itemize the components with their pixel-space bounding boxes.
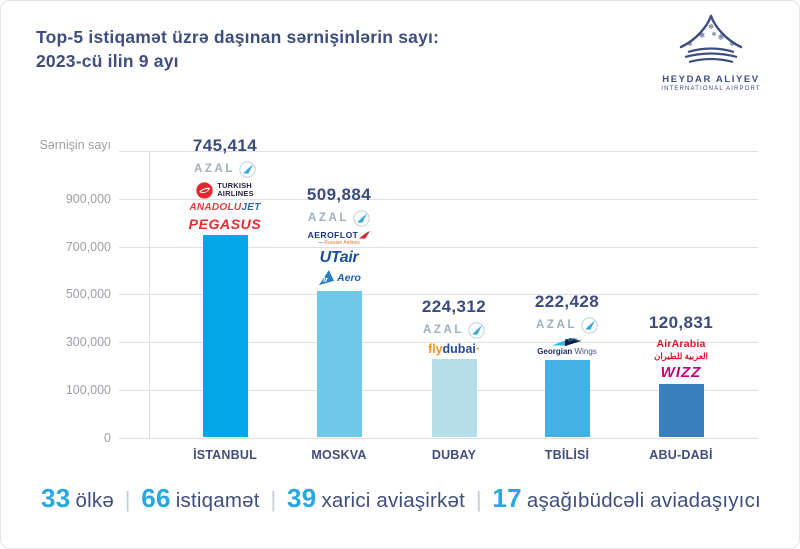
azal-wing-icon	[468, 322, 485, 339]
bar-dubay	[431, 359, 477, 437]
pegasus-logo: PEGASUS	[188, 215, 262, 232]
bar-column-abu-dabi̇: 120,831 AirArabia العربية للطيران WIZZ	[621, 313, 741, 437]
bar-tbi̇li̇si̇	[544, 359, 590, 437]
aeroflot-wing-icon	[359, 231, 371, 239]
svg-text:❄: ❄	[699, 31, 706, 40]
turkish-airlines-bird-icon	[196, 182, 213, 199]
stat-countries-number: 33	[41, 483, 71, 513]
georgian-wings-logo: Georgian Wings	[537, 337, 597, 356]
chart-gridline	[119, 437, 758, 439]
azal-logo: AZAL	[536, 317, 598, 334]
azal-logo: AZAL	[423, 322, 485, 339]
stat-separator: |	[475, 487, 482, 512]
wizz-air-logo: WIZZ	[660, 364, 702, 382]
chart-gridline	[119, 198, 758, 200]
svg-text:❄: ❄	[729, 41, 734, 48]
svg-text:❄: ❄	[687, 41, 692, 48]
stat-foreign-airlines-number: 39	[286, 483, 317, 513]
x-axis-label: TBİLİSİ	[544, 448, 590, 462]
svg-text:❄: ❄	[718, 33, 725, 42]
x-axis-label: ABU-DABİ	[649, 448, 713, 462]
y-axis-tick: 700,000	[65, 239, 111, 254]
georgian-wings-wing-icon	[551, 337, 582, 347]
y-axis-tick: 300,000	[65, 335, 111, 350]
airport-mountain-icon: ❄ ❄ ❄ ❄ ❄ ❄	[679, 14, 743, 64]
y-axis-tick: 900,000	[65, 191, 111, 206]
iraero-logo: Ir Aero	[317, 270, 361, 287]
turkish-airlines-logo: TURKISH AIRLINES	[196, 182, 254, 199]
stat-countries: 33 ölkə	[41, 483, 114, 514]
azal-wing-icon	[581, 317, 598, 334]
stat-foreign-airlines: 39 xarici aviaşirkət	[287, 483, 465, 514]
stat-countries-label: ölkə	[75, 489, 114, 512]
bar-i̇stanbul	[202, 234, 248, 437]
bar-value-label: 745,414	[192, 135, 258, 155]
stat-destinations-label: istiqamət	[175, 489, 260, 512]
svg-text:❄: ❄	[711, 31, 716, 38]
chart-gridline	[119, 294, 758, 296]
svg-text:❄: ❄	[708, 23, 714, 31]
y-axis-line	[149, 151, 150, 438]
stat-lowcost-carriers-label: aşağıbüdcəli aviadaşıyıcı	[526, 489, 761, 512]
bar-column-i̇stanbul: 745,414 AZAL TURKISH AIRLINES ANADOLU JET PEGA…	[165, 136, 285, 437]
y-axis-tick: 500,000	[65, 287, 111, 302]
bar-column-moskva: 509,884 AZAL AEROFLOT — Russian Airlines UTai…	[279, 185, 399, 437]
anadolujet-logo: ANADOLU JET	[189, 201, 261, 213]
turkish-airlines-wordmark: TURKISH AIRLINES	[217, 181, 254, 199]
airport-subtitle: INTERNATIONAL AIRPORT	[661, 86, 761, 92]
page-title: Top-5 istiqamət üzrə daşınan sərnişinlər…	[36, 25, 439, 73]
stat-lowcost-carriers-number: 17	[492, 483, 522, 513]
page-title-line1: Top-5 istiqamət üzrə daşınan sərnişinlər…	[36, 27, 440, 47]
azal-wordmark: AZAL	[193, 162, 236, 175]
flydubai-logo: fly dubai ·	[427, 341, 481, 356]
airport-logo: ❄ ❄ ❄ ❄ ❄ ❄ HEYDAR ALIYEV INTERNATIONAL …	[647, 13, 775, 92]
azal-logo: AZAL	[308, 210, 370, 227]
bar-abu-dabi̇	[658, 384, 704, 437]
azal-wordmark: AZAL	[422, 323, 465, 336]
stat-destinations: 66 istiqamət	[141, 483, 259, 514]
x-axis-label: DUBAY	[431, 448, 477, 462]
page-title-line2: 2023-cü ilin 9 ayı	[36, 51, 179, 72]
bar-value-label: 222,428	[534, 291, 600, 311]
x-axis-label: İSTANBUL	[193, 448, 257, 462]
bar-value-label: 224,312	[421, 296, 487, 316]
bar-column-tbi̇li̇si̇: 222,428 AZAL Georgian Wings	[507, 292, 627, 437]
iraero-arrow-icon: Ir	[318, 270, 335, 286]
chart-gridline	[119, 246, 758, 248]
azal-wordmark: AZAL	[307, 211, 350, 224]
stat-foreign-airlines-label: xarici aviaşirkət	[321, 489, 466, 512]
utair-logo: UTair	[319, 249, 359, 267]
bar-column-dubay: 224,312 AZAL fly dubai ·	[394, 297, 514, 437]
x-axis-label: MOSKVA	[311, 448, 367, 462]
y-axis-label: Sərnişin sayı	[39, 138, 111, 152]
stat-separator: |	[270, 487, 277, 512]
azal-wordmark: AZAL	[535, 318, 578, 331]
bar-value-label: 509,884	[306, 185, 372, 205]
chart-gridline	[119, 342, 758, 344]
azal-wing-icon	[353, 210, 370, 227]
stat-lowcost-carriers: 17 aşağıbüdcəli aviadaşıyıcı	[492, 483, 761, 514]
stat-destinations-number: 66	[141, 483, 171, 513]
azal-logo: AZAL	[194, 161, 256, 178]
svg-text:Ir: Ir	[323, 276, 329, 284]
air-arabia-logo: AirArabia العربية للطيران	[654, 338, 708, 362]
summary-stats: 33 ölkə | 66 istiqamət | 39 xarici aviaşirk…	[41, 483, 761, 514]
bar-value-label: 120,831	[648, 313, 714, 333]
stat-separator: |	[124, 487, 131, 512]
airport-name: HEYDAR ALIYEV	[662, 74, 760, 85]
bar-moskva	[316, 291, 362, 437]
y-axis-tick: 100,000	[65, 383, 111, 398]
aeroflot-logo: AEROFLOT — Russian Airlines	[308, 231, 371, 246]
azal-wing-icon	[239, 161, 256, 178]
chart-gridline	[119, 151, 758, 152]
y-axis-tick: 0	[104, 430, 111, 445]
